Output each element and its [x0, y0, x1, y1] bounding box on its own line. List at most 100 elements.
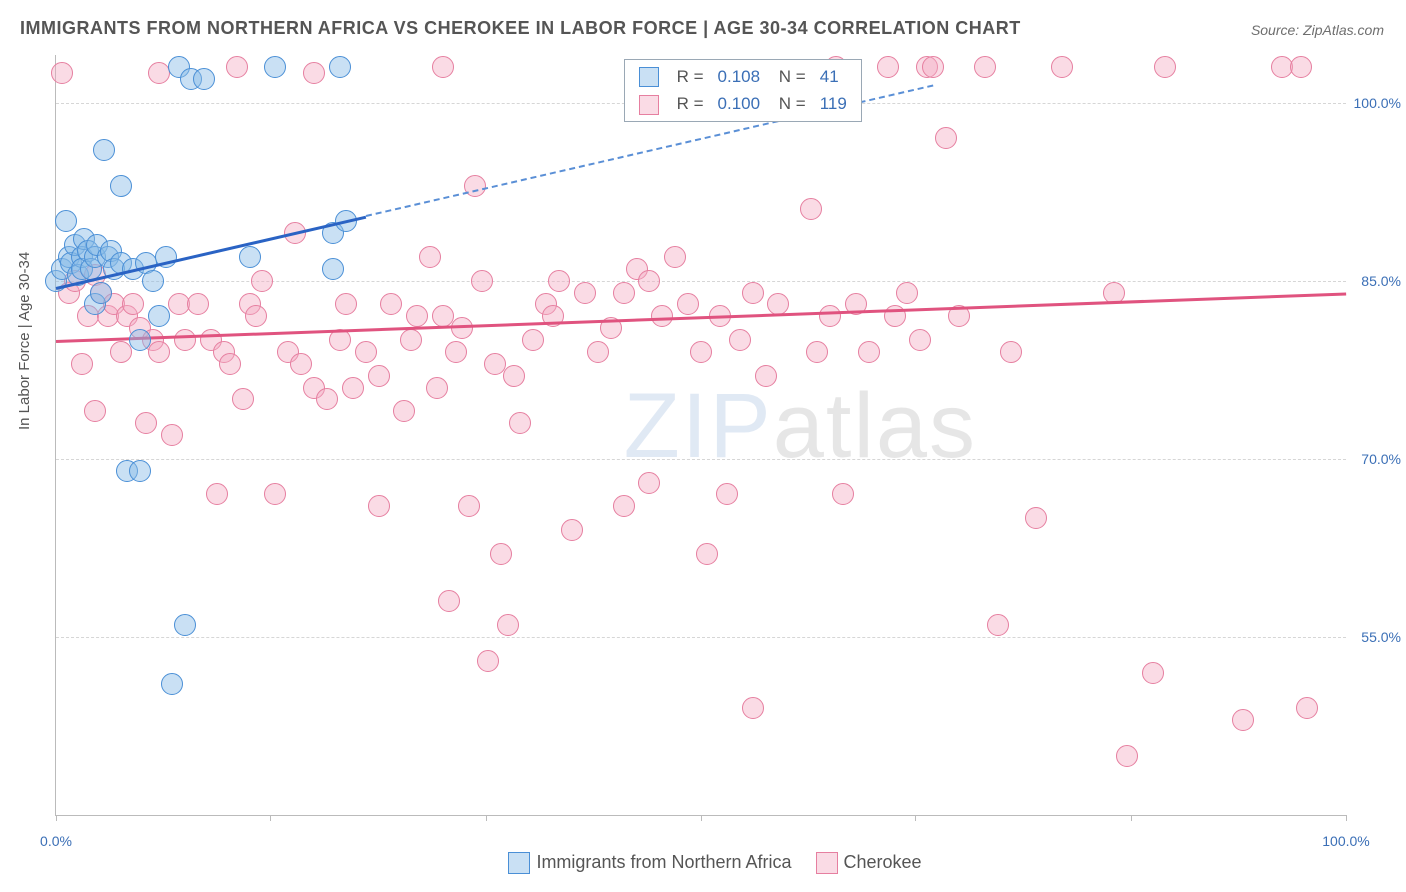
data-point [245, 305, 267, 327]
data-point [342, 377, 364, 399]
data-point [806, 341, 828, 363]
gridline [56, 281, 1346, 282]
data-point [1296, 697, 1318, 719]
legend-swatch [508, 852, 530, 874]
data-point [819, 305, 841, 327]
data-point [896, 282, 918, 304]
data-point [696, 543, 718, 565]
data-point [206, 483, 228, 505]
data-point [522, 329, 544, 351]
data-point [122, 293, 144, 315]
x-tick-label: 0.0% [40, 833, 72, 849]
data-point [638, 472, 660, 494]
data-point [71, 353, 93, 375]
data-point [187, 293, 209, 315]
data-point [55, 210, 77, 232]
data-point [742, 282, 764, 304]
y-tick-label: 85.0% [1351, 273, 1401, 289]
data-point [239, 246, 261, 268]
watermark: ZIPatlas [624, 374, 977, 479]
data-point [587, 341, 609, 363]
correlation-legend: R =0.108 N =41R =0.100 N =119 [624, 59, 862, 122]
data-point [251, 270, 273, 292]
data-point [1142, 662, 1164, 684]
data-point [419, 246, 441, 268]
data-point [432, 305, 454, 327]
data-point [490, 543, 512, 565]
data-point [368, 365, 390, 387]
data-point [393, 400, 415, 422]
data-point [477, 650, 499, 672]
data-point [729, 329, 751, 351]
data-point [974, 56, 996, 78]
data-point [651, 305, 673, 327]
data-point [426, 377, 448, 399]
x-tick [1346, 815, 1347, 821]
data-point [161, 424, 183, 446]
legend-n-value: 119 [814, 91, 853, 117]
data-point [987, 614, 1009, 636]
data-point [142, 270, 164, 292]
data-point [316, 388, 338, 410]
legend-swatch [816, 852, 838, 874]
data-point [1232, 709, 1254, 731]
data-point [935, 127, 957, 149]
x-tick [915, 815, 916, 821]
gridline [56, 637, 1346, 638]
data-point [90, 282, 112, 304]
data-point [922, 56, 944, 78]
data-point [877, 56, 899, 78]
data-point [174, 329, 196, 351]
legend-series-label: Immigrants from Northern Africa [536, 852, 791, 872]
data-point [1025, 507, 1047, 529]
data-point [219, 353, 241, 375]
x-tick [486, 815, 487, 821]
data-point [484, 353, 506, 375]
data-point [148, 341, 170, 363]
y-tick-label: 100.0% [1351, 95, 1401, 111]
data-point [110, 341, 132, 363]
y-axis-label: In Labor Force | Age 30-34 [16, 252, 33, 430]
data-point [193, 68, 215, 90]
x-tick [270, 815, 271, 821]
source-link[interactable]: Source: ZipAtlas.com [1251, 22, 1384, 38]
legend-swatch [639, 67, 659, 87]
data-point [129, 460, 151, 482]
data-point [458, 495, 480, 517]
data-point [329, 56, 351, 78]
x-tick [701, 815, 702, 821]
data-point [690, 341, 712, 363]
data-point [355, 341, 377, 363]
data-point [613, 282, 635, 304]
data-point [832, 483, 854, 505]
x-tick-label: 100.0% [1322, 833, 1369, 849]
data-point [1154, 56, 1176, 78]
data-point [264, 483, 286, 505]
data-point [1051, 56, 1073, 78]
data-point [438, 590, 460, 612]
data-point [110, 175, 132, 197]
data-point [561, 519, 583, 541]
data-point [129, 329, 151, 351]
data-point [290, 353, 312, 375]
data-point [400, 329, 422, 351]
data-point [432, 56, 454, 78]
gridline [56, 459, 1346, 460]
data-point [509, 412, 531, 434]
data-point [226, 56, 248, 78]
data-point [303, 62, 325, 84]
data-point [174, 614, 196, 636]
data-point [93, 139, 115, 161]
legend-swatch [639, 95, 659, 115]
legend-bottom: Immigrants from Northern AfricaCherokee [0, 852, 1406, 874]
data-point [161, 673, 183, 695]
data-point [909, 329, 931, 351]
data-point [1290, 56, 1312, 78]
data-point [767, 293, 789, 315]
data-point [84, 400, 106, 422]
y-tick-label: 55.0% [1351, 629, 1401, 645]
data-point [742, 697, 764, 719]
legend-row: R =0.100 N =119 [633, 91, 853, 117]
data-point [445, 341, 467, 363]
scatter-plot-area: 55.0%70.0%85.0%100.0%0.0%100.0%ZIPatlasR… [55, 55, 1346, 816]
